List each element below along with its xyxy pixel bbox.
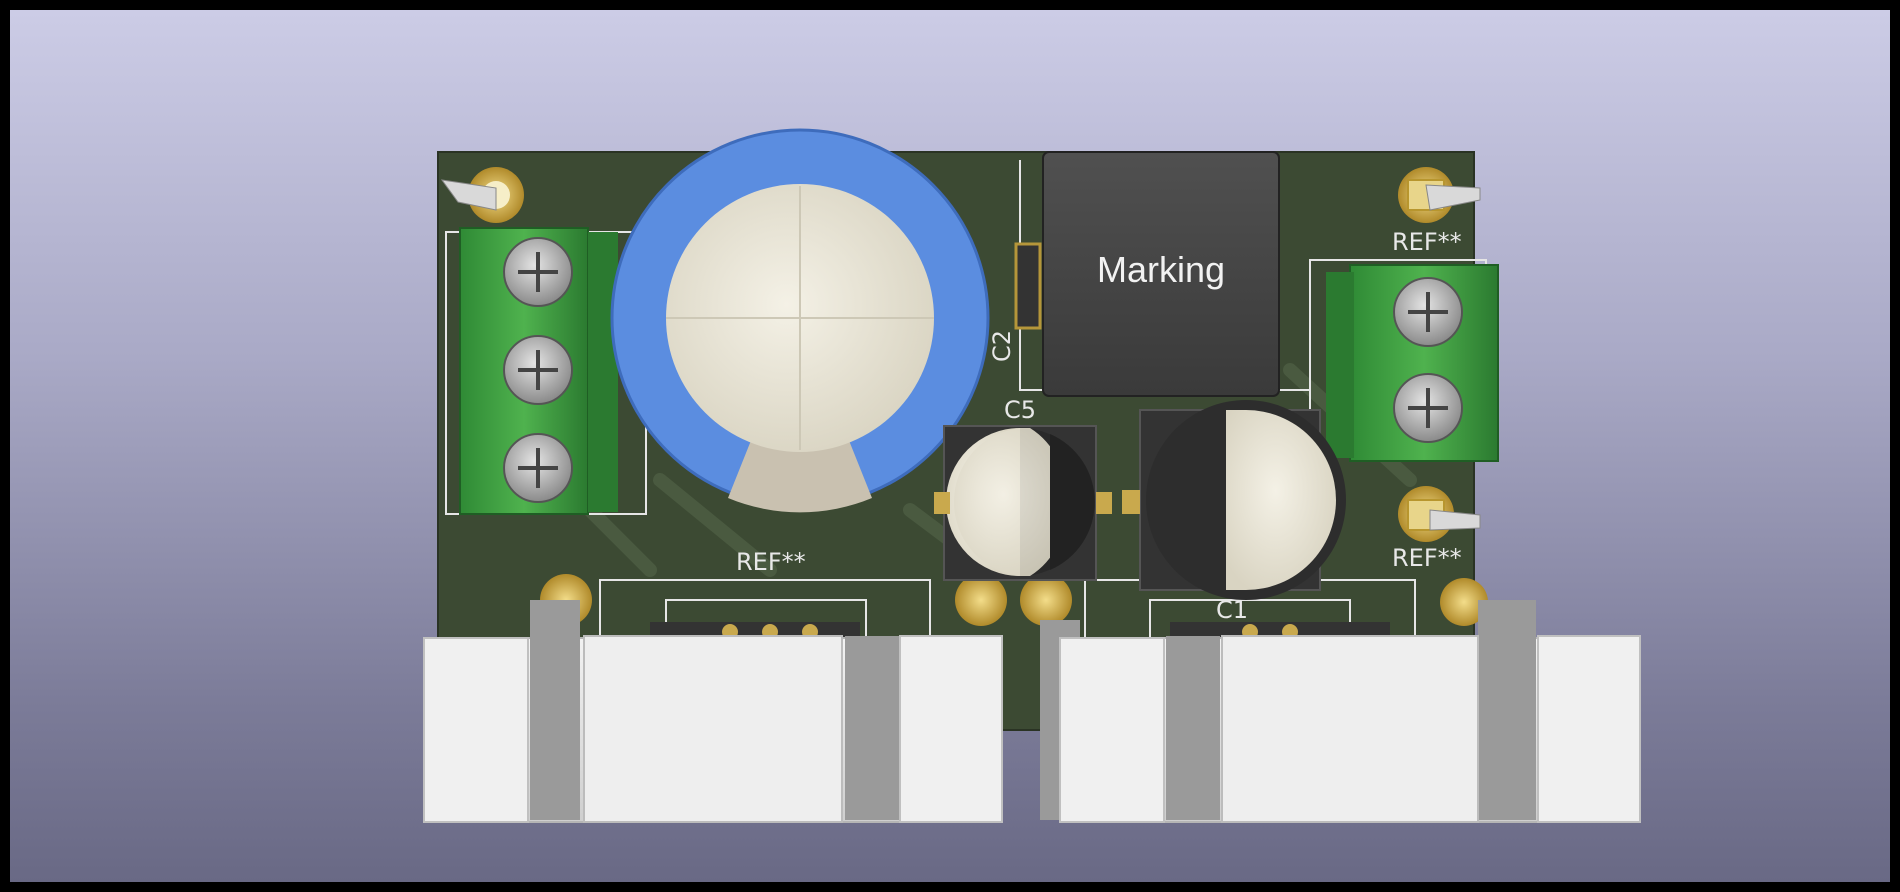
3d-viewport[interactable]: Marking bbox=[10, 10, 1890, 882]
label-ref-top-right: REF** bbox=[1392, 228, 1462, 256]
label-c5: C5 bbox=[1004, 396, 1036, 424]
heatsink-left[interactable] bbox=[423, 600, 1003, 823]
pad-bottom-center-1 bbox=[955, 574, 1007, 626]
label-ref-bottom-right: REF** bbox=[1392, 544, 1462, 572]
mounting-pad-top-left bbox=[440, 167, 524, 223]
pad-bottom-center-2 bbox=[1020, 574, 1072, 626]
electrolytic-capacitor-c1[interactable] bbox=[1122, 400, 1346, 600]
pcb-3d-scene[interactable]: Marking bbox=[10, 10, 1890, 882]
inductor[interactable]: Marking bbox=[1042, 151, 1280, 397]
label-c2: C2 bbox=[988, 330, 1016, 362]
electrolytic-capacitor-c5[interactable] bbox=[934, 425, 1112, 581]
inductor-marking: Marking bbox=[1097, 249, 1225, 290]
terminal-block-right[interactable] bbox=[1326, 264, 1499, 462]
electrolytic-capacitor-large[interactable] bbox=[610, 128, 990, 513]
label-c1: C1 bbox=[1216, 596, 1248, 624]
mounting-pad-mid-right bbox=[1398, 486, 1481, 542]
heatsink-right[interactable] bbox=[1040, 600, 1641, 823]
terminal-block-left[interactable] bbox=[459, 227, 618, 515]
label-ref-center-left: REF** bbox=[736, 548, 806, 576]
pad-bottom-right bbox=[1440, 578, 1488, 626]
screw-icon bbox=[503, 237, 573, 503]
mounting-pad-top-right bbox=[1398, 167, 1481, 223]
screw-icon bbox=[1393, 277, 1463, 443]
capacitor-c2-body[interactable] bbox=[1014, 242, 1042, 330]
